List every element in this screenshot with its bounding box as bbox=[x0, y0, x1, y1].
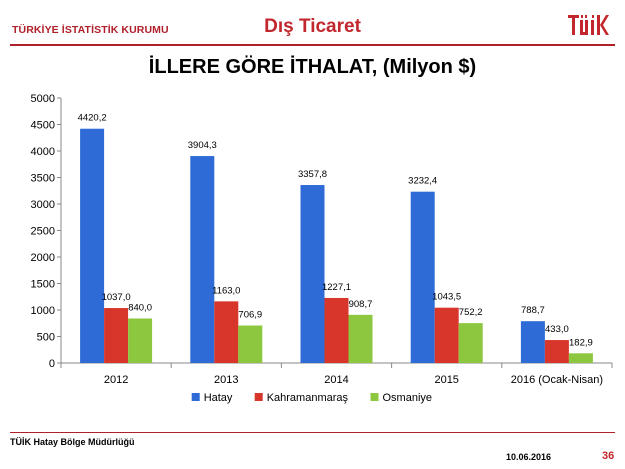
x-tick-label: 2015 bbox=[434, 374, 458, 386]
y-tick-label: 2500 bbox=[31, 226, 55, 238]
legend-label: Osmaniye bbox=[383, 392, 433, 404]
page-number: 36 bbox=[602, 450, 615, 462]
x-tick-label: 2012 bbox=[104, 374, 128, 386]
y-tick-label: 4000 bbox=[31, 146, 55, 158]
legend-swatch bbox=[191, 393, 200, 401]
bar-osmaniye bbox=[238, 325, 263, 363]
bar-hatay bbox=[520, 321, 545, 363]
legend-swatch bbox=[254, 393, 263, 401]
bar-kahramanmaraş bbox=[104, 308, 129, 363]
y-tick-label: 0 bbox=[49, 358, 55, 370]
bar-hatay bbox=[410, 191, 435, 363]
chart-title: İLLERE GÖRE İTHALAT, (Milyon $) bbox=[148, 56, 477, 78]
y-tick-label: 3000 bbox=[31, 199, 55, 211]
data-label: 182,9 bbox=[569, 337, 593, 348]
data-label: 1227,1 bbox=[322, 282, 351, 293]
y-tick-label: 1000 bbox=[31, 305, 55, 317]
bar-hatay bbox=[80, 128, 105, 363]
header-rule bbox=[10, 44, 615, 46]
footer-office: TÜİK Hatay Bölge Müdürlüğü bbox=[10, 437, 135, 447]
data-label: 706,9 bbox=[238, 310, 262, 321]
y-tick-label: 500 bbox=[37, 332, 55, 344]
bar-osmaniye bbox=[568, 353, 593, 363]
bar-osmaniye bbox=[128, 318, 153, 363]
data-label: 788,7 bbox=[521, 305, 545, 316]
bar-hatay bbox=[190, 156, 215, 363]
bar-hatay bbox=[300, 185, 325, 363]
bar-kahramanmaraş bbox=[214, 301, 239, 363]
data-label: 4420,2 bbox=[78, 113, 107, 124]
legend-swatch bbox=[370, 393, 379, 401]
data-label: 1163,0 bbox=[212, 285, 240, 296]
data-label: 3232,4 bbox=[408, 176, 437, 187]
y-tick-label: 1500 bbox=[31, 279, 55, 291]
x-tick-label: 2016 (Ocak-Nisan) bbox=[511, 374, 603, 386]
bar-kahramanmaraş bbox=[434, 307, 459, 363]
data-label: 3357,8 bbox=[298, 169, 327, 180]
bar-osmaniye bbox=[458, 323, 483, 363]
y-tick-label: 4500 bbox=[31, 120, 55, 132]
legend-label: Kahramanmaraş bbox=[267, 392, 349, 404]
data-label: 908,7 bbox=[349, 299, 373, 310]
bar-osmaniye bbox=[348, 314, 373, 363]
data-label: 1037,0 bbox=[102, 292, 131, 303]
data-label: 433,0 bbox=[545, 324, 569, 335]
data-label: 840,0 bbox=[128, 302, 152, 313]
bar-kahramanmaraş bbox=[324, 297, 349, 363]
x-tick-label: 2014 bbox=[324, 374, 348, 386]
section-title: Dış Ticaret bbox=[264, 16, 361, 37]
y-tick-label: 2000 bbox=[31, 252, 55, 264]
chart: 0 500 1000 1500 2000 2500 3000 3500 4000 4500 5000… bbox=[31, 93, 613, 404]
footer-date: 10.06.2016 bbox=[506, 452, 552, 462]
y-tick-label: 5000 bbox=[31, 93, 55, 105]
data-label: 1043,5 bbox=[432, 292, 461, 303]
x-tick-label: 2013 bbox=[214, 374, 238, 386]
bar-kahramanmaraş bbox=[544, 340, 569, 363]
data-label: 3904,3 bbox=[188, 140, 217, 151]
tuik-logo bbox=[568, 15, 609, 35]
org-name: TÜRKİYE İSTATİSTİK KURUMU bbox=[12, 24, 169, 36]
y-tick-label: 3500 bbox=[31, 173, 55, 185]
legend-label: Hatay bbox=[204, 392, 233, 404]
footer-rule bbox=[10, 432, 615, 433]
data-label: 752,2 bbox=[459, 307, 483, 318]
